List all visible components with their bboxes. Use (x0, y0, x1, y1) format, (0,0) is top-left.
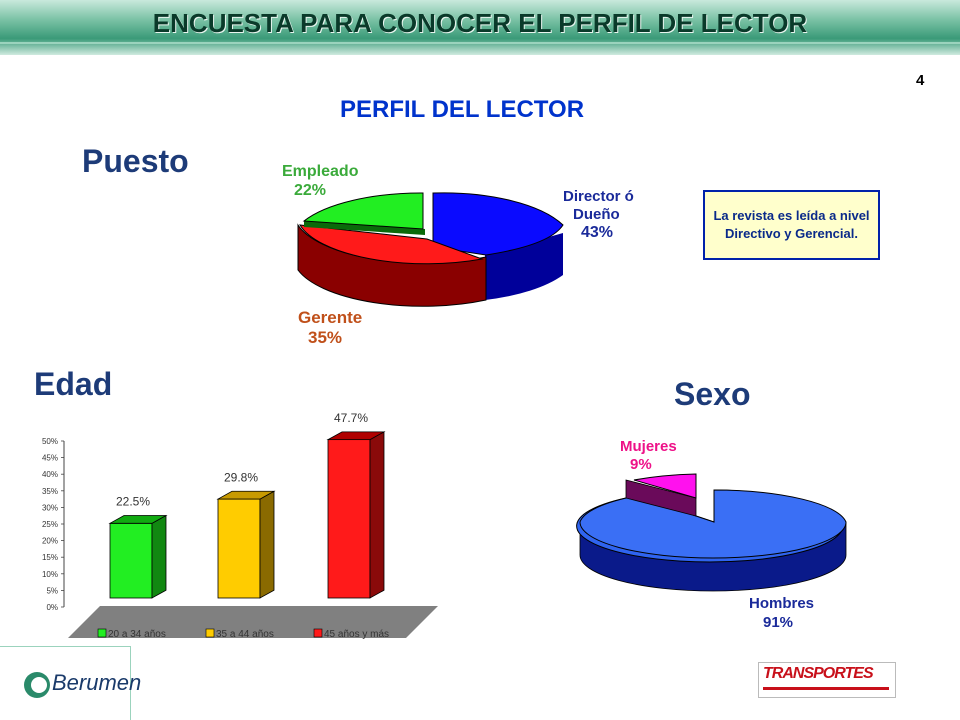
bar-2 (217, 498, 261, 599)
bar-2-top (216, 490, 276, 500)
transportes-logo: TRANSPORTES (758, 662, 896, 698)
berumen-logo-icon (24, 672, 50, 698)
legend-label: 45 años y más (324, 629, 389, 640)
edad-bar-chart: 0% 5% 10% 15% 20% 25% 30% 35% 40% 45% 50% 22.5% 29.… (42, 411, 438, 640)
pie-slice-empleado-side (304, 221, 425, 235)
bar-data-label: 22.5% (116, 495, 150, 509)
y-tick-label: 0% (46, 603, 58, 612)
sexo-pie-chart (576, 473, 847, 592)
y-tick-label: 25% (42, 520, 58, 529)
director-label: Director ó Dueño 43% (563, 188, 634, 241)
sexo-heading: Sexo (674, 376, 751, 412)
page-number: 4 (916, 72, 925, 89)
edad-heading: Edad (34, 366, 113, 402)
pie-slice-hombres-top (579, 489, 847, 559)
y-tick-label: 35% (42, 487, 58, 496)
y-tick-label: 45% (42, 454, 58, 463)
bar-data-label: 47.7% (334, 411, 368, 425)
footer-box (0, 646, 131, 720)
bar-3-top (326, 431, 386, 441)
page-title: ENCUESTA PARA CONOCER EL PERFIL DE LECTO… (152, 8, 808, 38)
callout-box: La revista es leída a nivel Directivo y … (703, 190, 880, 260)
y-tick-label: 5% (46, 586, 58, 595)
title-banner: ENCUESTA PARA CONOCER EL PERFIL DE LECTO… (0, 0, 960, 55)
bar-3 (327, 439, 371, 599)
footer-divider (0, 646, 130, 647)
legend-swatch (205, 628, 215, 638)
mujeres-label: Mujeres 9% (620, 438, 677, 473)
pie-slice-gerente (299, 224, 484, 265)
pie-slice-director (432, 192, 564, 256)
legend-swatch (97, 628, 107, 638)
y-tick-label: 40% (42, 470, 58, 479)
bar-data-label: 29.8% (224, 470, 258, 484)
chart-floor (68, 606, 438, 638)
pie-slice-mujeres-side (625, 479, 697, 517)
bar-1-top (108, 515, 168, 524)
bar-1 (109, 522, 153, 599)
puesto-pie-chart (297, 192, 564, 307)
y-tick-label: 30% (42, 503, 58, 512)
pie-slice-empleado (302, 192, 424, 230)
bar-1-side (151, 514, 167, 599)
banner-divider (0, 42, 960, 44)
bar-3-side (369, 431, 385, 599)
y-tick-label: 20% (42, 537, 58, 546)
legend-swatch (313, 628, 323, 638)
pie-slice-mujeres (633, 473, 697, 499)
gerente-label: Gerente 35% (298, 308, 363, 347)
y-tick-label: 10% (42, 570, 58, 579)
legend-label: 20 a 34 años (108, 629, 166, 640)
bar-2-side (259, 490, 275, 599)
y-tick-label: 15% (42, 553, 58, 562)
legend-label: 35 a 44 años (216, 629, 274, 640)
puesto-heading: Puesto (82, 143, 189, 179)
empleado-label: Empleado 22% (282, 163, 359, 199)
y-tick-label: 50% (42, 437, 58, 446)
berumen-logo: Berumen (52, 670, 142, 695)
section-subtitle: PERFIL DEL LECTOR (340, 96, 585, 123)
hombres-label: Hombres 91% (749, 595, 815, 631)
